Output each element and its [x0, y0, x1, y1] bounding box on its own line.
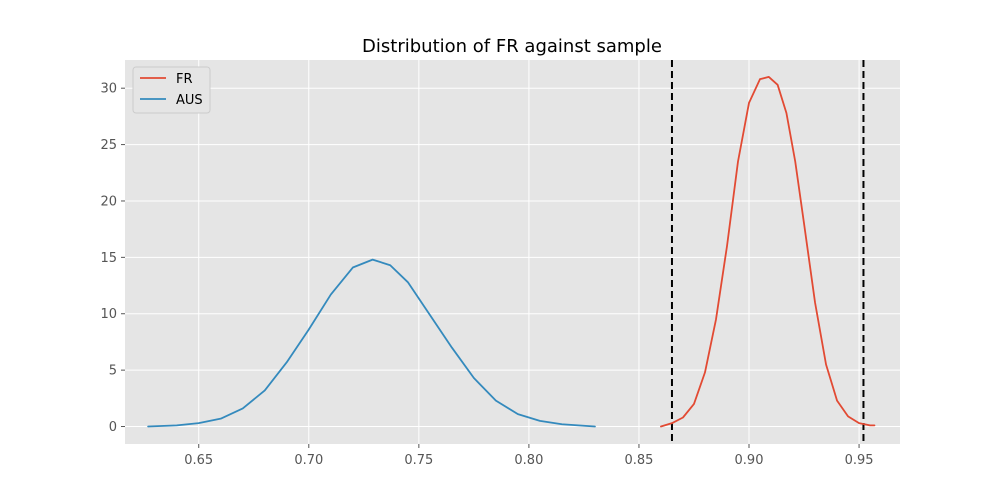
series-lines — [147, 76, 876, 428]
x-tick-label: 0.95 — [845, 453, 874, 468]
reference-lines — [670, 60, 865, 444]
y-tick-label: 25 — [100, 138, 117, 153]
y-tick-label: 10 — [100, 307, 117, 322]
x-tick-label: 0.70 — [294, 453, 323, 468]
legend-label-fr: FR — [176, 72, 193, 87]
x-tick-label: 0.75 — [404, 453, 433, 468]
x-tick-label: 0.80 — [514, 453, 543, 468]
x-tick-label: 0.65 — [184, 453, 213, 468]
x-axis-ticks: 0.65 0.70 0.75 0.80 0.85 0.90 0.95 — [184, 444, 874, 468]
y-tick-label: 0 — [109, 420, 117, 435]
legend-label-aus: AUS — [176, 93, 203, 108]
x-tick-label: 0.90 — [735, 453, 764, 468]
chart-title: Distribution of FR against sample — [362, 36, 662, 57]
series-line-aus — [147, 258, 596, 428]
y-tick-label: 20 — [100, 194, 117, 209]
series-line-fr — [660, 76, 876, 428]
plot-area — [125, 60, 900, 444]
y-tick-label: 30 — [100, 82, 117, 97]
y-axis-ticks: 0 5 10 15 20 25 30 — [100, 82, 125, 435]
y-tick-label: 15 — [100, 251, 117, 266]
grid-lines — [125, 60, 900, 444]
y-tick-label: 5 — [109, 364, 117, 379]
legend: FR AUS — [132, 66, 211, 114]
x-tick-label: 0.85 — [624, 453, 653, 468]
